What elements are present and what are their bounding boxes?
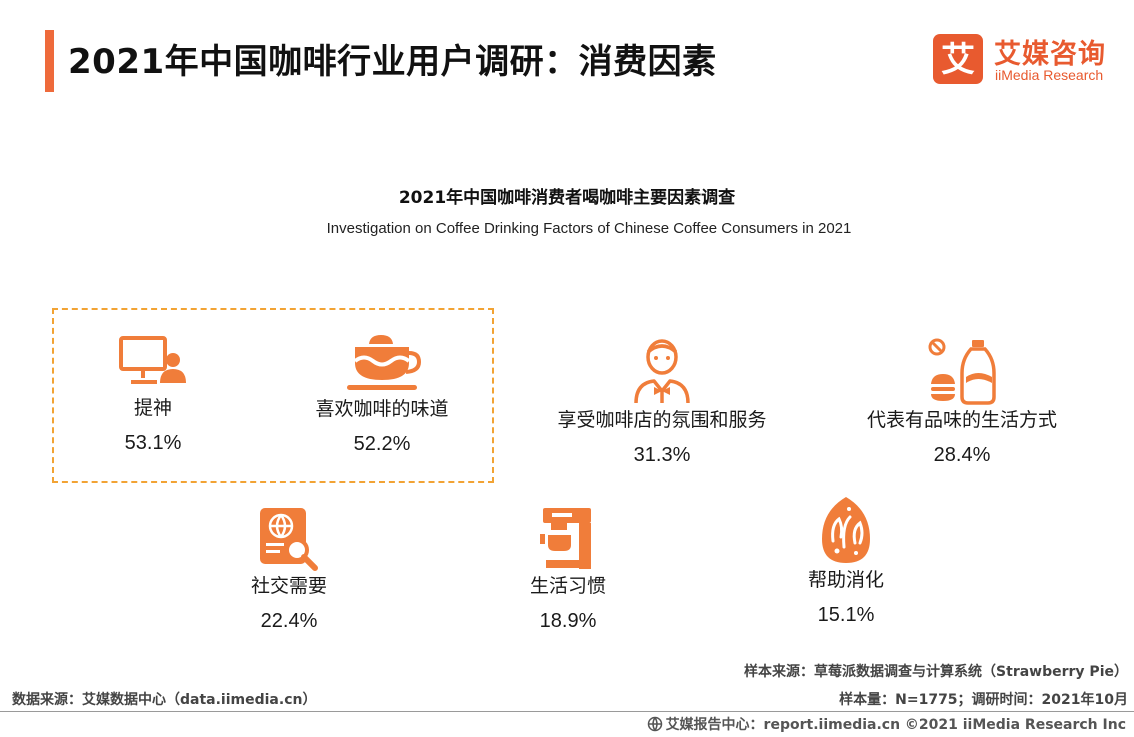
footer-text: 艾媒报告中心：report.iimedia.cn ©2021 iiMedia R… xyxy=(665,717,1126,733)
chart-title: 2021年中国咖啡消费者喝咖啡主要因素调查 xyxy=(398,188,736,208)
factor-value: 15.1% xyxy=(817,604,875,626)
factor-label: 代表有品味的生活方式 xyxy=(866,409,1057,431)
factor-item: 代表有品味的生活方式 28.4% xyxy=(832,337,1092,468)
logo-mark-char: 艾 xyxy=(941,40,975,80)
factor-label: 喜欢咖啡的味道 xyxy=(315,398,449,420)
footer: 艾媒报告中心：report.iimedia.cn ©2021 iiMedia R… xyxy=(647,714,1126,734)
factor-value: 53.1% xyxy=(124,432,182,454)
title-accent-bar xyxy=(45,30,54,92)
computer-user-icon xyxy=(119,336,186,384)
factor-item: 帮助消化 15.1% xyxy=(716,495,976,628)
logo-mark-icon: 艾 xyxy=(933,34,983,84)
factor-item: 提神 53.1% xyxy=(23,333,283,456)
brand-logo: 艾 艾媒咨询 iiMedia Research xyxy=(933,32,1117,86)
logo-chinese-name: 艾媒咨询 xyxy=(994,39,1106,70)
footer-divider xyxy=(0,711,1134,712)
factor-value: 31.3% xyxy=(633,444,691,466)
logo-english-name: iiMedia Research xyxy=(995,67,1104,83)
waiter-icon xyxy=(634,339,690,404)
factor-value: 28.4% xyxy=(933,444,991,466)
factor-label: 帮助消化 xyxy=(807,569,884,591)
sample-source-note: 样本来源：草莓派数据调查与计算系统（Strawberry Pie） xyxy=(744,664,1128,680)
factor-value: 22.4% xyxy=(260,610,318,632)
factor-item: 享受咖啡店的氛围和服务 31.3% xyxy=(532,337,792,468)
web-search-icon xyxy=(260,508,318,571)
top-factors-highlight-box xyxy=(52,308,494,483)
burger-drink-icon xyxy=(928,338,996,405)
stomach-icon xyxy=(822,497,870,563)
factor-item: 生活习惯 18.9% xyxy=(438,505,698,634)
coffee-machine-icon xyxy=(540,508,591,569)
globe-icon xyxy=(647,716,662,732)
coffee-cup-icon xyxy=(347,335,422,390)
factor-item: 喜欢咖啡的味道 52.2% xyxy=(252,334,512,457)
chart-subtitle: Investigation on Coffee Drinking Factors… xyxy=(326,220,852,237)
factor-value: 52.2% xyxy=(353,433,411,455)
sample-size-note: 样本量：N=1775；调研时间：2021年10月 xyxy=(839,692,1128,708)
factor-label: 享受咖啡店的氛围和服务 xyxy=(557,409,767,431)
factor-value: 18.9% xyxy=(539,610,597,632)
factor-label: 生活习惯 xyxy=(529,575,606,597)
data-source-note: 数据来源：艾媒数据中心（data.iimedia.cn） xyxy=(12,692,317,708)
page-title: 2021年中国咖啡行业用户调研：消费因素 xyxy=(68,42,717,82)
factor-label: 社交需要 xyxy=(250,575,327,597)
factor-item: 社交需要 22.4% xyxy=(159,505,419,634)
factor-label: 提神 xyxy=(133,397,172,419)
